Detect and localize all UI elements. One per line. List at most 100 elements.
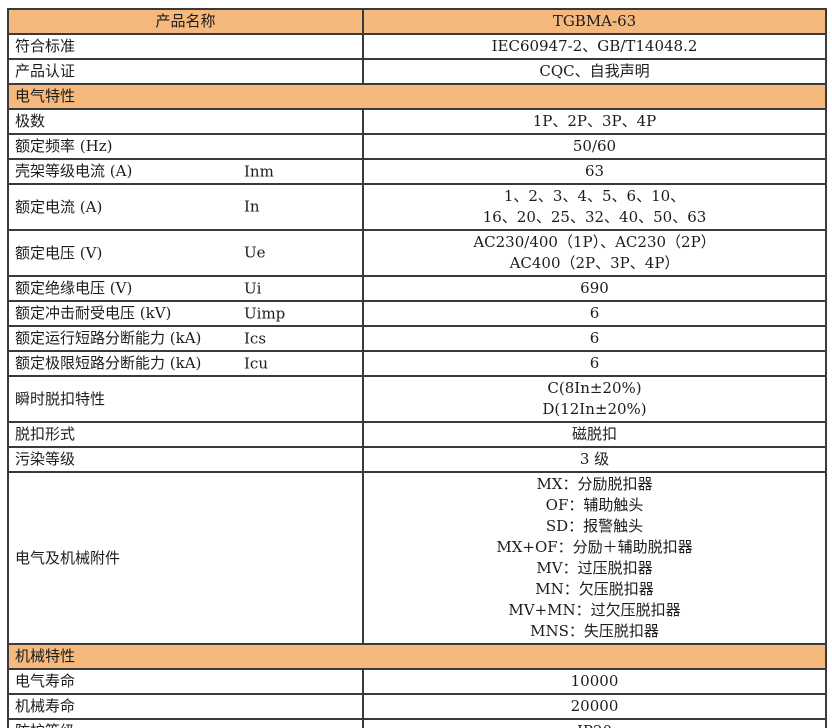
table-row: 额定频率 (Hz) 50/60 — [7, 133, 827, 160]
row-value-line: 10000 — [570, 672, 619, 690]
row-label: 壳架等级电流 (A) — [15, 162, 133, 180]
row-label: 额定电压 (V) — [15, 243, 103, 262]
product-name-label: 产品名称 — [7, 8, 364, 35]
row-symbol: Ui — [244, 279, 262, 297]
row-label-cell: 额定电压 (V) Ue — [7, 229, 364, 277]
table-row: 壳架等级电流 (A) Inm 63 — [7, 158, 827, 185]
row-label: 污染等级 — [15, 450, 76, 468]
row-label: 产品认证 — [15, 62, 76, 80]
row-value-line: 6 — [589, 329, 600, 347]
row-value-line: AC230/400（1P）、AC230（2P） — [473, 233, 716, 251]
row-value-line: MX+OF：分励＋辅助脱扣器 — [496, 538, 693, 556]
row-value-cell: IEC60947-2、GB/T14048.2 — [362, 33, 827, 60]
table-row: 脱扣形式 磁脱扣 — [7, 421, 827, 448]
table-row: 污染等级 3 级 — [7, 446, 827, 473]
row-value-cell: 1P、2P、3P、4P — [362, 108, 827, 135]
row-value-cell: 1、2、3、4、5、6、10、 16、20、25、32、40、50、63 — [362, 183, 827, 231]
row-symbol: Ue — [244, 243, 266, 262]
row-label: 符合标准 — [15, 37, 76, 55]
table-row: 额定冲击耐受电压 (kV) Uimp 6 — [7, 300, 827, 327]
product-title-row: 产品名称 TGBMA-63 — [7, 8, 827, 35]
row-value-line: IEC60947-2、GB/T14048.2 — [491, 37, 698, 55]
row-label-cell: 额定冲击耐受电压 (kV) Uimp — [7, 300, 364, 327]
row-label: 机械寿命 — [15, 697, 76, 715]
row-value-cell: 6 — [362, 350, 827, 377]
table-row: 电气及机械附件 MX：分励脱扣器 OF：辅助触头 SD：报警触头 MX+OF：分励＋辅助… — [7, 471, 827, 645]
row-label-cell: 额定运行短路分断能力 (kA) Ics — [7, 325, 364, 352]
row-value-cell: AC230/400（1P）、AC230（2P） AC400（2P、3P、4P） — [362, 229, 827, 277]
section-row: 电气特性 — [7, 83, 827, 110]
row-label-cell: 符合标准 — [7, 33, 364, 60]
row-value-line: MX：分励脱扣器 — [536, 475, 653, 493]
row-symbol: Ics — [244, 329, 267, 347]
row-value-cell: 20000 — [362, 693, 827, 720]
row-label-cell: 瞬时脱扣特性 — [7, 375, 364, 423]
row-label: 额定冲击耐受电压 (kV) — [15, 304, 172, 322]
row-value-cell: 6 — [362, 325, 827, 352]
row-label-cell: 电气寿命 — [7, 668, 364, 695]
table-row: 额定绝缘电压 (V) Ui 690 — [7, 275, 827, 302]
row-label: 额定绝缘电压 (V) — [15, 279, 133, 297]
row-value-cell: 3 级 — [362, 446, 827, 473]
row-symbol: Inm — [244, 162, 274, 180]
row-value-line: 20000 — [570, 697, 619, 715]
table-row: 额定运行短路分断能力 (kA) Ics 6 — [7, 325, 827, 352]
row-label: 极数 — [15, 112, 46, 130]
row-value-line: MNS：失压脱扣器 — [530, 622, 659, 640]
table-row: 产品认证 CQC、自我声明 — [7, 58, 827, 85]
table-row: 额定电流 (A) In 1、2、3、4、5、6、10、 16、20、25、32、40、… — [7, 183, 827, 231]
row-value-line: IP20 — [370, 721, 819, 728]
row-value-line: SD：报警触头 — [545, 517, 644, 535]
row-value-line: 1、2、3、4、5、6、10、 — [503, 187, 686, 205]
row-value-line: MV+MN：过欠压脱扣器 — [508, 601, 681, 619]
row-symbol: In — [244, 197, 260, 216]
row-label-cell: 额定频率 (Hz) — [7, 133, 364, 160]
row-value-cell: 50/60 — [362, 133, 827, 160]
table-row: 电气寿命 10000 — [7, 668, 827, 695]
product-model: TGBMA-63 — [362, 8, 827, 35]
table-row: 极数 1P、2P、3P、4P — [7, 108, 827, 135]
section-header: 电气特性 — [7, 83, 827, 110]
row-symbol: Uimp — [244, 304, 286, 322]
row-value-cell: C(8In±20%) D(12In±20%) — [362, 375, 827, 423]
row-value-line: C(8In±20%) — [547, 379, 642, 397]
row-value-line: AC400（2P、3P、4P） — [509, 254, 680, 272]
row-value-cell: 63 — [362, 158, 827, 185]
row-value-line: 1P、2P、3P、4P — [532, 112, 657, 130]
row-symbol: Icu — [244, 354, 268, 372]
row-label-cell: 额定极限短路分断能力 (kA) Icu — [7, 350, 364, 377]
table-row: 防护等级 IP20 — [7, 718, 827, 728]
row-value-line: 磁脱扣 — [571, 425, 617, 443]
row-value-line: 16、20、25、32、40、50、63 — [482, 208, 707, 226]
row-value-line: 3 级 — [579, 450, 610, 468]
table-row: 瞬时脱扣特性 C(8In±20%) D(12In±20%) — [7, 375, 827, 423]
row-value-cell: CQC、自我声明 — [362, 58, 827, 85]
row-value-line: 50/60 — [572, 137, 617, 155]
table-row: 机械寿命 20000 — [7, 693, 827, 720]
row-value-cell: 690 — [362, 275, 827, 302]
row-label-cell: 额定绝缘电压 (V) Ui — [7, 275, 364, 302]
row-label: 额定运行短路分断能力 (kA) — [15, 329, 202, 347]
row-label-cell: 污染等级 — [7, 446, 364, 473]
row-label: 防护等级 — [15, 722, 75, 728]
row-label-cell: 产品认证 — [7, 58, 364, 85]
row-value-line: 6 — [589, 354, 600, 372]
row-label-cell: 额定电流 (A) In — [7, 183, 364, 231]
product-spec-table: 产品名称 TGBMA-63 符合标准 IEC60947-2、GB/T14048.2… — [7, 8, 827, 728]
row-label-cell: 防护等级 — [7, 718, 364, 728]
row-label: 额定电流 (A) — [15, 197, 103, 216]
table-row: 额定极限短路分断能力 (kA) Icu 6 — [7, 350, 827, 377]
row-label: 脱扣形式 — [15, 425, 76, 443]
row-label: 电气及机械附件 — [15, 548, 121, 567]
row-value-cell: IP20 — [362, 718, 827, 728]
row-label-cell: 脱扣形式 — [7, 421, 364, 448]
spec-table-body: 产品名称 TGBMA-63 符合标准 IEC60947-2、GB/T14048.2… — [7, 8, 827, 728]
row-label-cell: 壳架等级电流 (A) Inm — [7, 158, 364, 185]
row-value-cell: 磁脱扣 — [362, 421, 827, 448]
row-value-cell: 6 — [362, 300, 827, 327]
row-value-line: MV：过压脱扣器 — [536, 559, 653, 577]
row-label: 额定极限短路分断能力 (kA) — [15, 354, 202, 372]
row-label: 额定频率 (Hz) — [15, 137, 113, 155]
row-value-line: 63 — [584, 162, 605, 180]
